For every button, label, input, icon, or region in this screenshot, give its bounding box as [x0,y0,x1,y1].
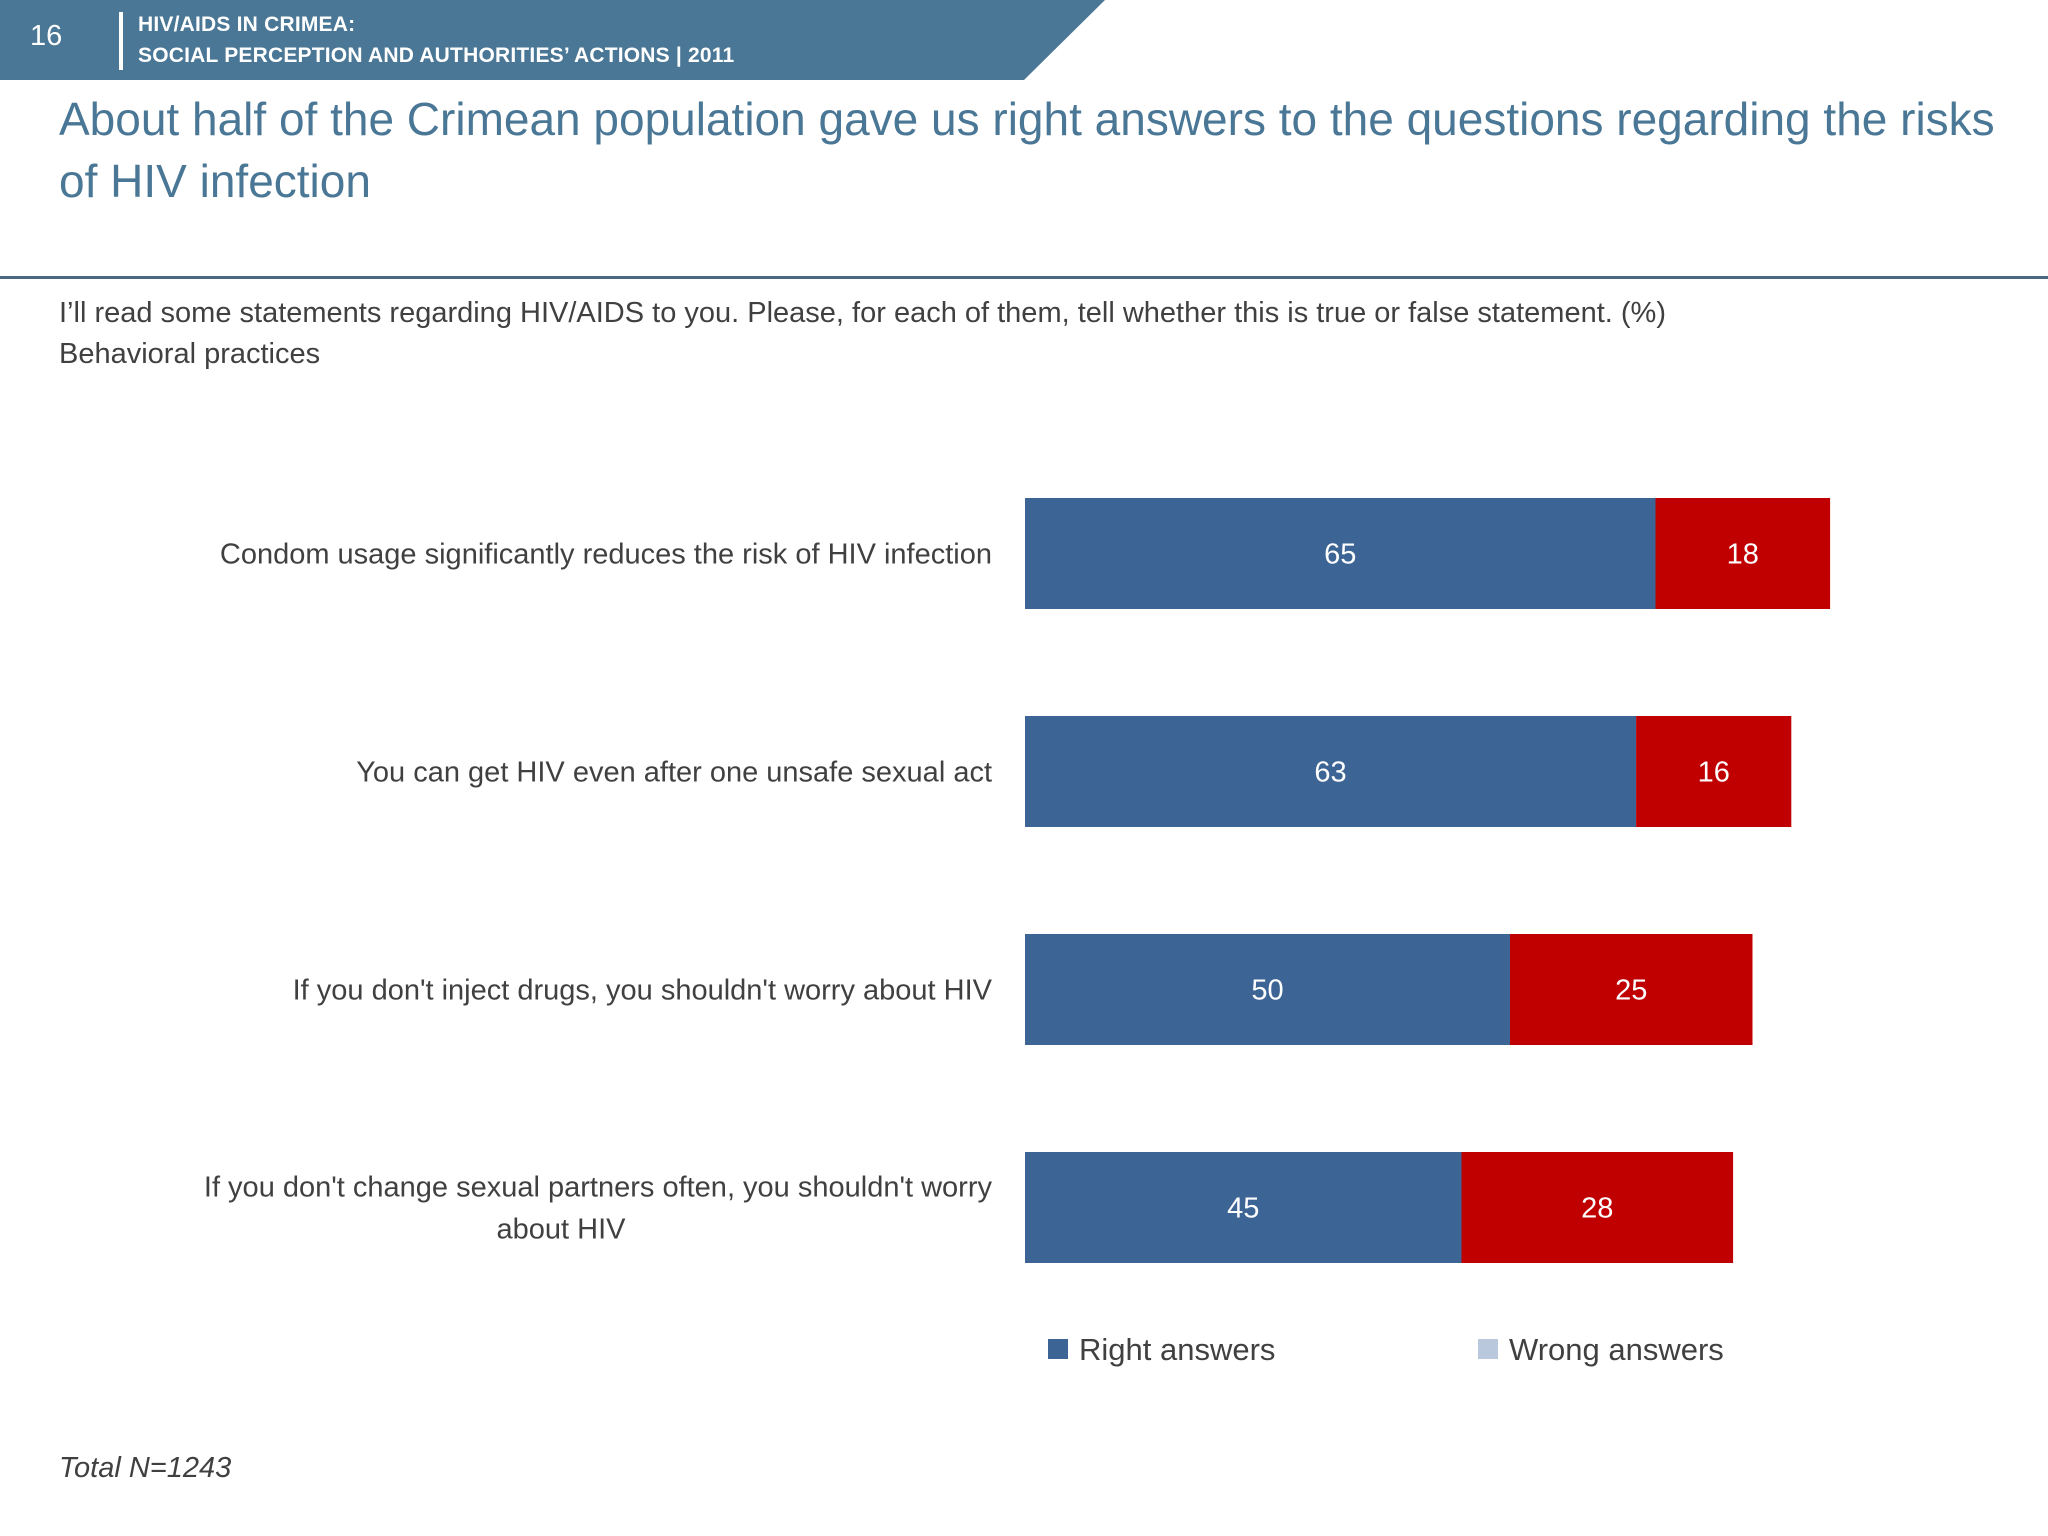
category-label: Condom usage significantly reduces the r… [220,539,992,571]
data-label-wrong-answers: 16 [1698,757,1730,789]
title-divider [0,276,2048,279]
bar-wrong-answers [1510,934,1753,1045]
sample-size-footnote: Total N=1243 [59,1452,232,1484]
header-banner-shape [0,0,1105,80]
report-subtitle: SOCIAL PERCEPTION AND AUTHORITIES’ ACTIO… [138,44,735,67]
page-number: 16 [30,20,63,52]
data-label-right-answers: 45 [1227,1193,1259,1225]
legend-swatch [1478,1339,1498,1359]
chart-subtitle: Behavioral practices [59,338,321,370]
bar-right-answers [1025,716,1637,827]
bar-wrong-answers [1636,716,1792,827]
category-label: You can get HIV even after one unsafe se… [356,757,992,789]
slide-title: About half of the Crimean population gav… [59,93,1995,207]
legend-label: Right answers [1079,1332,1275,1367]
question-text: I’ll read some statements regarding HIV/… [59,297,1666,329]
data-label-wrong-answers: 18 [1727,539,1759,571]
header-banner [0,0,1105,80]
bar-right-answers [1025,934,1510,1045]
header-divider [119,12,123,70]
bar-right-answers [1025,498,1656,609]
data-label-wrong-answers: 25 [1615,975,1647,1007]
bar-wrong-answers [1461,1152,1734,1263]
data-label-right-answers: 65 [1324,539,1356,571]
data-label-wrong-answers: 28 [1581,1193,1613,1225]
data-label-right-answers: 50 [1251,975,1283,1007]
data-label-right-answers: 63 [1314,757,1346,789]
bar-right-answers [1025,1152,1462,1263]
category-label: If you don't inject drugs, you shouldn't… [293,975,993,1007]
legend-label: Wrong answers [1509,1332,1724,1367]
report-title: HIV/AIDS IN CRIMEA: [138,13,356,36]
legend-swatch [1048,1339,1068,1359]
bar-wrong-answers [1655,498,1831,609]
category-label: If you don't change sexual partners ofte… [204,1172,993,1246]
